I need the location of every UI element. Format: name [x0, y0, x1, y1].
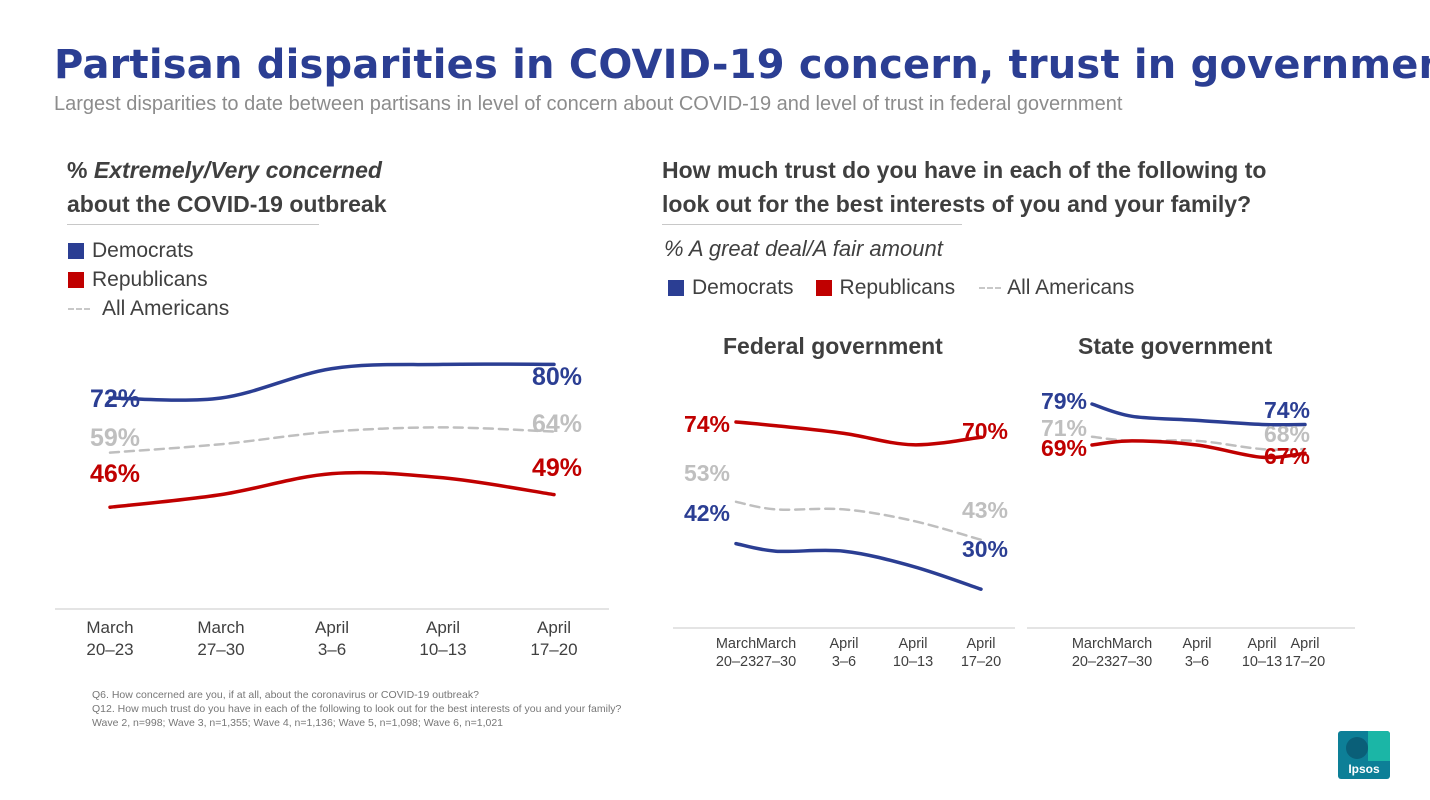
data-label-end: 70% — [962, 418, 1008, 444]
data-label-end: 68% — [1264, 421, 1310, 447]
page-subtitle: Largest disparities to date between part… — [54, 93, 1123, 115]
data-label-end: 30% — [962, 536, 1008, 562]
series-line-all-americans — [1090, 435, 1307, 451]
legend-republicans: Republicans — [68, 265, 229, 294]
legend-label: Democrats — [692, 275, 794, 299]
trust-measure-label: % A great deal/A fair amount — [664, 236, 943, 261]
data-label-start: 69% — [1041, 435, 1087, 461]
legend-label: Republicans — [839, 275, 956, 299]
left-heading-prefix: % — [67, 157, 94, 183]
democrats-swatch — [668, 279, 684, 296]
series-line-republicans — [1090, 439, 1307, 460]
page-title: Partisan disparities in COVID-19 concern… — [54, 42, 1430, 88]
footnote: Wave 2, n=998; Wave 3, n=1,355; Wave 4, … — [92, 717, 504, 729]
right-heading-rule — [662, 224, 962, 225]
x-tick-label: March 20–23 — [1072, 636, 1112, 670]
x-tick-label: April 17–20 — [530, 618, 577, 659]
data-label-start: 46% — [90, 460, 140, 488]
data-label-end: 64% — [532, 410, 582, 438]
right-heading-line1: How much trust do you have in each of th… — [662, 157, 1267, 183]
footnotes: Q6. How concerned are you, if at all, ab… — [92, 688, 621, 730]
legend-label: Republicans — [92, 267, 208, 291]
data-label-end: 49% — [532, 454, 582, 482]
logo-mark — [1346, 731, 1390, 761]
republicans-swatch — [815, 279, 832, 296]
legend-label: Democrats — [92, 238, 194, 262]
right-legend: Democrats Republicans All Americans — [668, 273, 1134, 302]
right-heading-line2: look out for the best interests of you a… — [662, 191, 1252, 217]
x-tick-label: March 27–30 — [756, 636, 796, 670]
left-heading-rule — [67, 224, 319, 225]
state-chart-title: State government — [1078, 333, 1273, 359]
left-heading-line2: about the COVID-19 outbreak — [67, 191, 387, 217]
data-label-start: 53% — [684, 460, 730, 486]
series-line-democrats — [1090, 402, 1307, 427]
legend-all-americans: All Americans — [68, 294, 229, 323]
series-line-democrats — [734, 541, 983, 591]
x-tick-label: April 3–6 — [315, 618, 349, 659]
federal-chart-title: Federal government — [723, 333, 943, 359]
x-tick-label: April 10–13 — [419, 618, 466, 659]
x-tick-label: March 20–23 — [86, 618, 133, 659]
legend-democrats: Democrats — [68, 236, 229, 265]
footnote: Q12. How much trust do you have in each … — [92, 703, 622, 715]
data-label-start: 74% — [684, 411, 730, 437]
data-label-start: 79% — [1041, 388, 1087, 414]
series-line-republicans — [734, 420, 983, 447]
series-line-all-americans — [734, 500, 983, 542]
x-tick-label: April 10–13 — [893, 636, 933, 670]
republicans-swatch — [68, 271, 84, 288]
democrats-swatch — [68, 242, 84, 259]
data-label-start: 59% — [90, 424, 140, 452]
series-line-republicans — [108, 470, 556, 509]
all-americans-swatch — [979, 286, 1002, 289]
x-tick-label: April 3–6 — [1182, 636, 1211, 670]
data-label-start: 42% — [684, 500, 730, 526]
left-legend: Democrats Republicans All Americans — [68, 236, 229, 323]
left-chart-heading: % Extremely/Very concerned about the COV… — [67, 153, 386, 221]
data-label-end: 43% — [962, 497, 1008, 523]
data-label-start: 71% — [1041, 415, 1087, 441]
series-line-all-americans — [108, 426, 556, 454]
series-line-democrats — [108, 362, 556, 402]
all-americans-swatch — [68, 307, 90, 310]
footnote: Q6. How concerned are you, if at all, ab… — [92, 689, 479, 701]
data-label-end: 67% — [1264, 443, 1310, 469]
left-heading-italic: Extremely/Very concerned — [93, 157, 382, 183]
ipsos-logo: Ipsos — [1338, 731, 1390, 779]
legend-label: All Americans — [1007, 275, 1135, 299]
x-tick-label: April 17–20 — [1285, 636, 1325, 670]
right-chart-heading: How much trust do you have in each of th… — [662, 153, 1266, 221]
data-label-end: 74% — [1264, 397, 1310, 423]
data-label-start: 72% — [90, 385, 140, 413]
x-tick-label: March 20–23 — [716, 636, 756, 670]
x-tick-label: April 3–6 — [829, 636, 858, 670]
legend-label: All Americans — [102, 296, 230, 320]
x-tick-label: April 10–13 — [1242, 636, 1282, 670]
data-label-end: 80% — [532, 363, 582, 391]
x-tick-label: March 27–30 — [197, 618, 244, 659]
logo-text: Ipsos — [1348, 762, 1380, 776]
x-tick-label: March 27–30 — [1112, 636, 1152, 670]
x-tick-label: April 17–20 — [961, 636, 1001, 670]
